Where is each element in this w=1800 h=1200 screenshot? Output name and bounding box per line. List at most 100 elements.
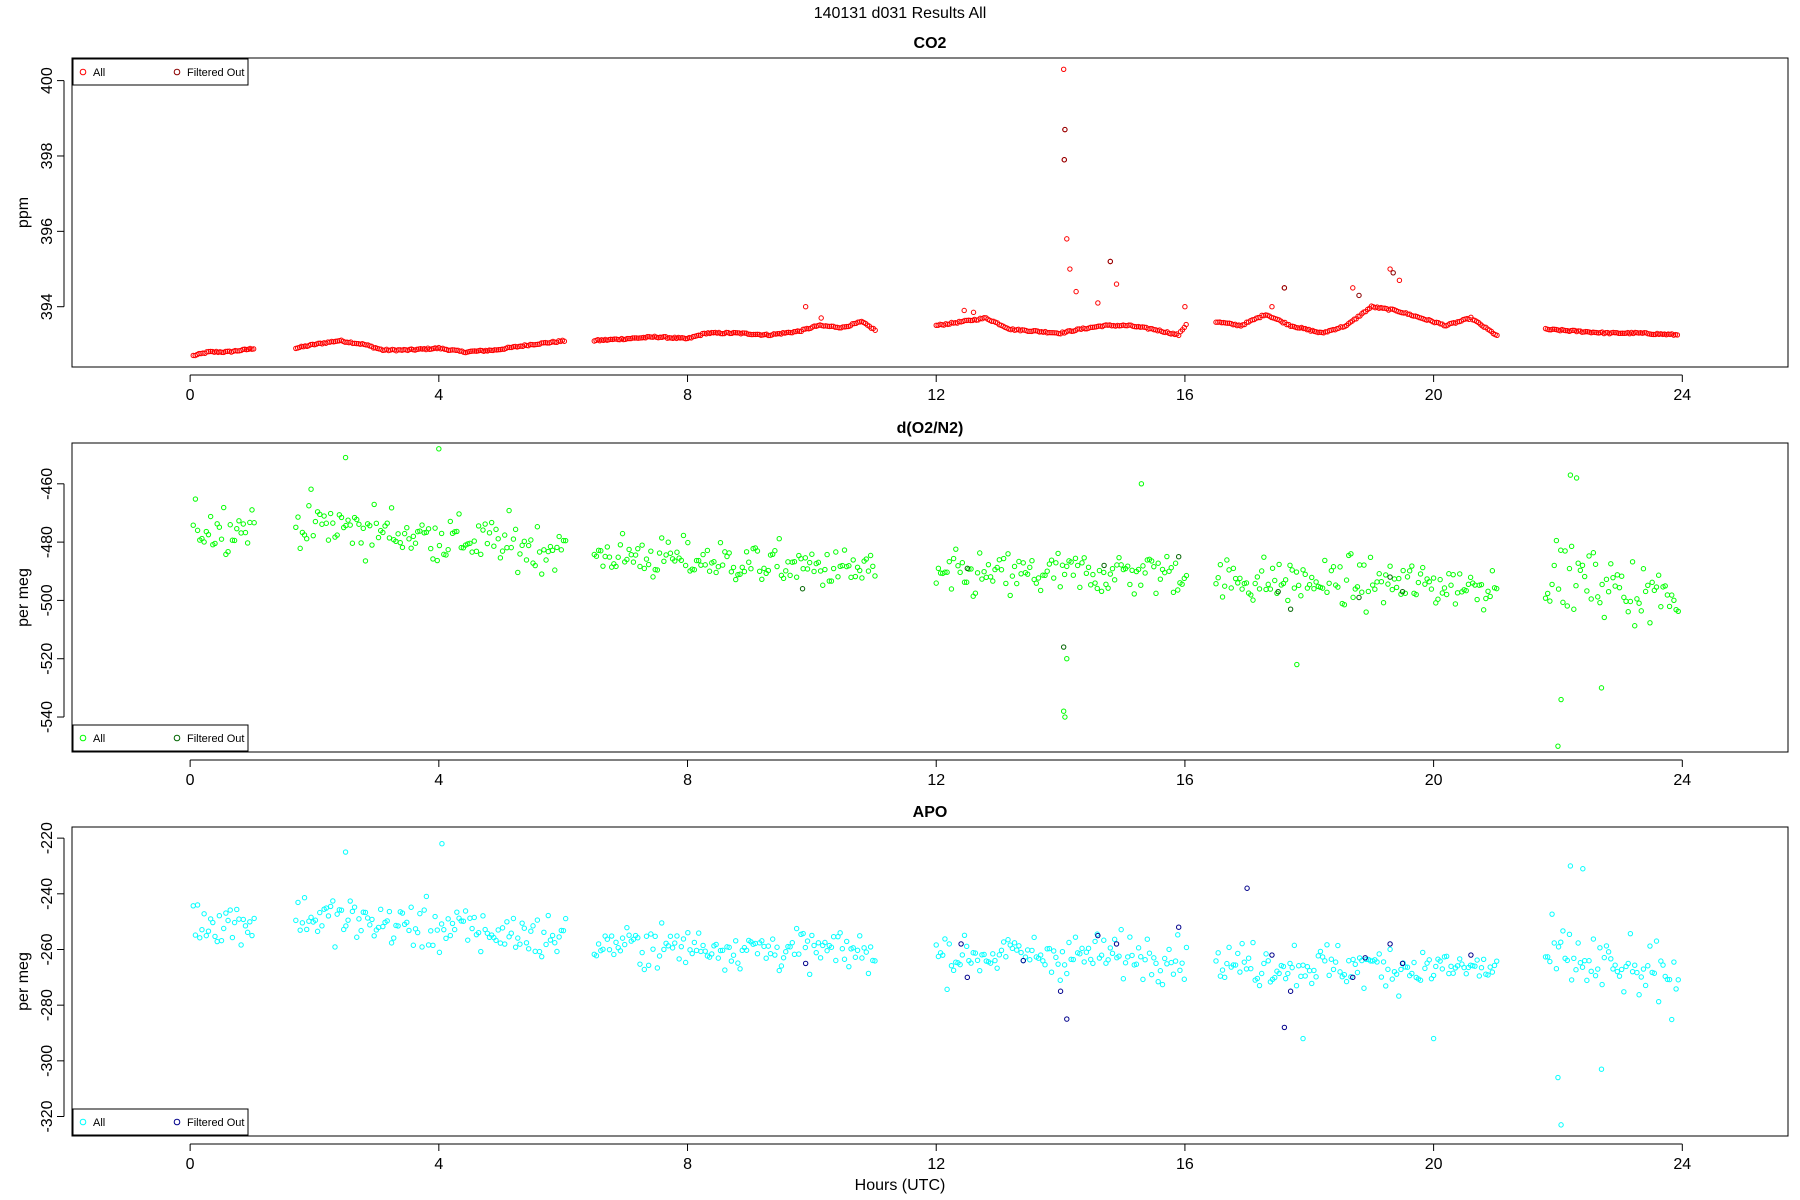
data-point (301, 894, 308, 901)
data-point (1120, 976, 1127, 982)
data-point (192, 496, 199, 502)
data-point (430, 942, 436, 949)
data-point (713, 569, 719, 576)
data-point (1230, 565, 1237, 572)
data-point (733, 576, 739, 583)
data-point (480, 527, 486, 533)
data-point (641, 966, 648, 973)
data-point (652, 566, 658, 573)
data-point (1003, 954, 1009, 960)
data-point (229, 537, 236, 543)
data-point (1095, 323, 1102, 329)
data-point (1568, 977, 1575, 983)
data-point (1144, 936, 1150, 942)
data-point (1138, 481, 1145, 487)
data-point (644, 334, 650, 340)
data-point (369, 542, 375, 548)
data-point (1287, 562, 1293, 569)
data-point (534, 524, 541, 530)
data-point (521, 538, 528, 545)
data-point (1359, 589, 1365, 595)
data-point (639, 949, 645, 956)
data-point (1256, 586, 1263, 592)
data-point (1328, 567, 1335, 574)
data-point (1658, 603, 1664, 610)
data-point (242, 529, 249, 536)
data-point (1036, 329, 1043, 335)
data-point (1580, 866, 1586, 872)
data-point (772, 952, 778, 958)
data-point (935, 565, 942, 572)
data-point (445, 546, 451, 553)
data-point (1558, 547, 1564, 553)
data-point (393, 922, 399, 929)
data-point (1127, 934, 1133, 940)
data-point (1315, 953, 1321, 959)
data-point (972, 950, 979, 956)
data-point (414, 528, 421, 535)
data-point (711, 559, 717, 565)
data-point (841, 956, 848, 962)
data-point (419, 944, 425, 950)
data-point (560, 927, 567, 934)
data-point (1383, 572, 1389, 578)
legend-marker (173, 734, 181, 742)
data-point (1175, 924, 1182, 930)
data-point (1448, 963, 1454, 970)
data-point (229, 934, 236, 941)
data-point (445, 916, 451, 922)
data-point (846, 963, 852, 970)
legend: All Filtered Out (72, 1108, 249, 1136)
data-point (824, 323, 831, 329)
data-point (656, 953, 663, 959)
data-point (465, 937, 471, 943)
data-point (756, 568, 763, 575)
data-point (247, 519, 253, 526)
data-point (425, 942, 432, 948)
data-point (351, 904, 358, 910)
data-point (1443, 591, 1450, 598)
data-point (1077, 584, 1083, 591)
data-point (338, 907, 345, 913)
data-point (1367, 554, 1374, 561)
data-point (1162, 955, 1168, 962)
data-point (1380, 959, 1387, 965)
data-point (1073, 288, 1079, 295)
data-point (730, 329, 737, 336)
legend-label: Filtered Out (187, 733, 244, 745)
data-point (708, 329, 715, 336)
data-point (870, 563, 876, 570)
y-tick-label: -320 (39, 1100, 56, 1132)
data-point (824, 947, 830, 954)
data-point (377, 906, 384, 913)
data-point (1590, 936, 1597, 942)
data-point (205, 531, 212, 538)
data-point (1669, 592, 1675, 598)
data-point (730, 952, 737, 958)
data-point (799, 586, 806, 592)
plot-frame (71, 57, 1789, 368)
data-point (1070, 572, 1077, 578)
data-point (1046, 561, 1053, 567)
data-point (709, 951, 715, 957)
data-point (1385, 581, 1391, 587)
data-point (933, 580, 939, 586)
data-point (552, 940, 558, 946)
data-point (706, 568, 713, 574)
data-point (1029, 947, 1035, 954)
data-point (1035, 575, 1042, 581)
data-point (1614, 572, 1621, 578)
data-point (549, 932, 556, 939)
data-point (491, 543, 497, 549)
data-point (1105, 957, 1111, 963)
data-point (1389, 586, 1395, 593)
data-point (432, 913, 438, 920)
data-point (1674, 332, 1681, 338)
data-point (1244, 885, 1250, 891)
data-point (1335, 942, 1341, 949)
data-point (1619, 330, 1626, 336)
data-point (425, 526, 432, 532)
data-point (818, 315, 824, 321)
data-point (600, 563, 606, 569)
data-point (859, 575, 865, 581)
